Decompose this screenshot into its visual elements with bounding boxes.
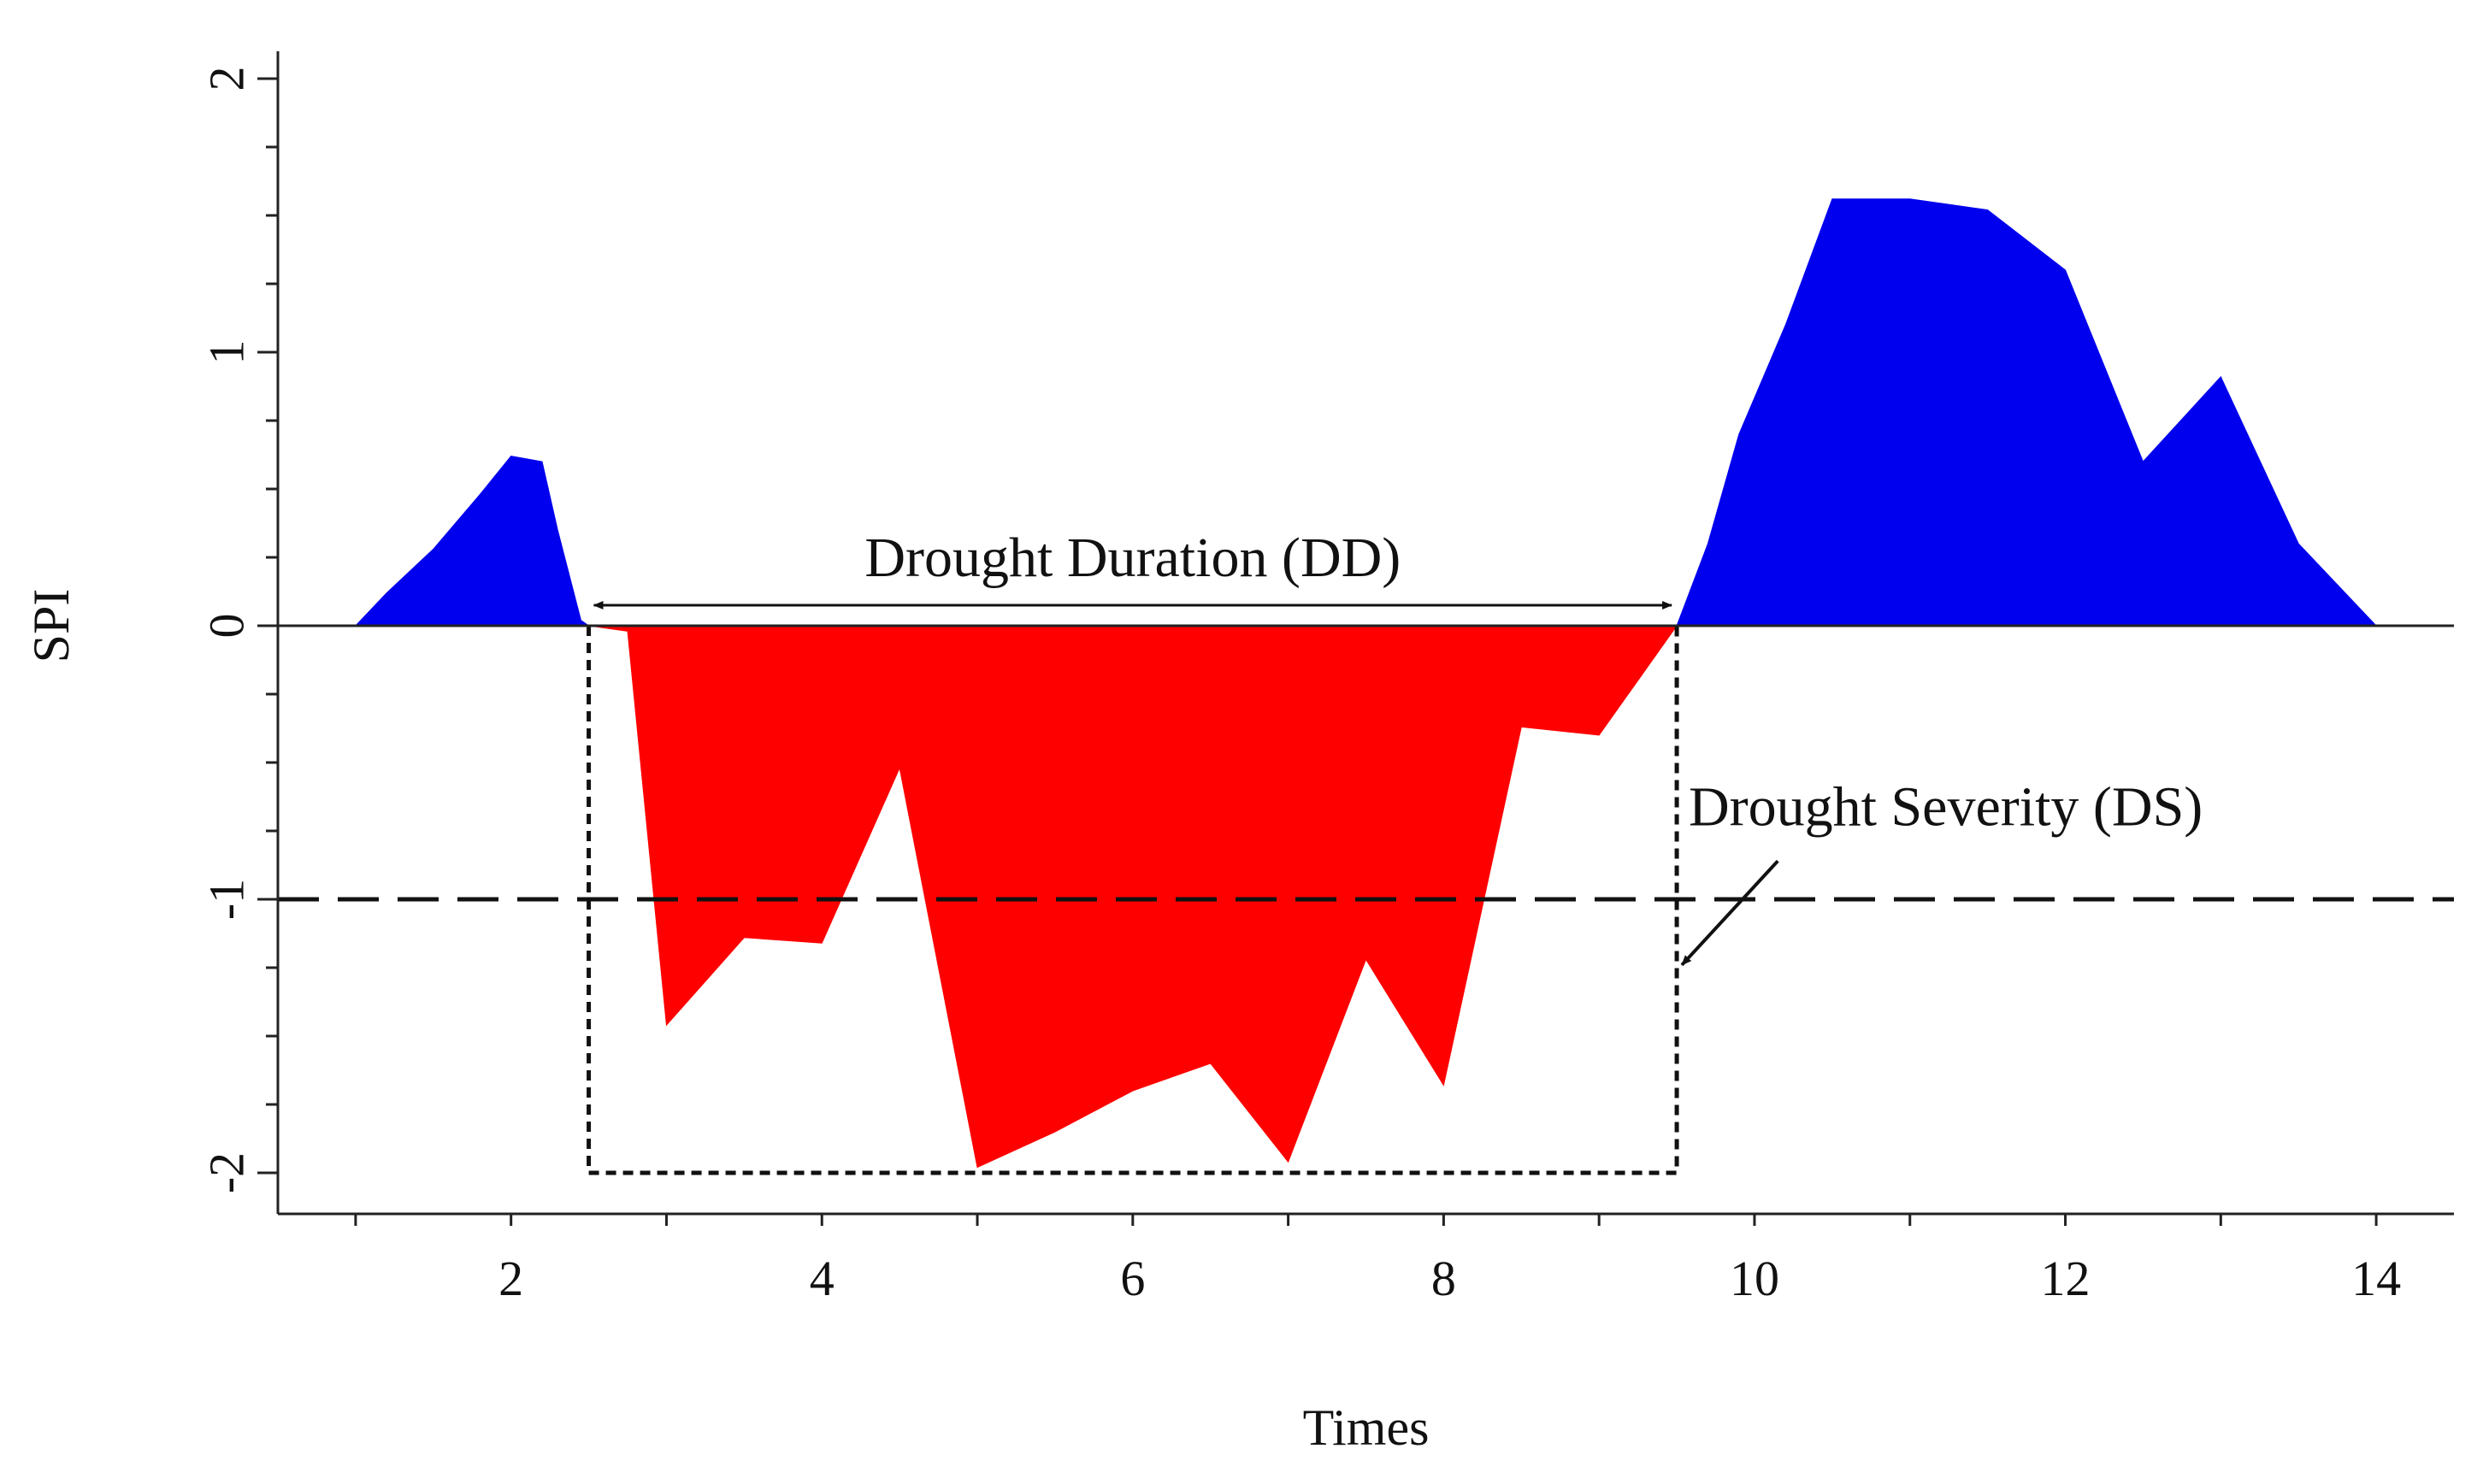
y-axis-ticks: -2 -1 0 1 2 [199,67,278,1193]
x-axis-title: Times [1303,1399,1430,1456]
x-tick-label-2: 2 [498,1251,523,1306]
y-tick-label-2: 2 [199,67,255,91]
drought-duration-label: Drought Duration (DD) [864,527,1401,589]
x-tick-label-10: 10 [1730,1251,1779,1306]
wet-area-0 [354,456,591,627]
drought-severity-label: Drought Severity (DS) [1689,776,2203,839]
y-tick-label--1: -1 [199,879,255,920]
x-tick-label-4: 4 [810,1251,835,1306]
drought-event-box [587,626,1679,1175]
drought-severity-arrow [1680,859,1779,967]
drought-area-1 [588,625,1678,1169]
x-tick-label-12: 12 [2041,1251,2091,1306]
y-tick-label-1: 1 [199,340,255,365]
x-tick-label-14: 14 [2351,1251,2401,1306]
y-tick-label-0: 0 [199,614,255,639]
wet-area-2 [1676,198,2378,627]
y-axis-title: SPI [23,589,80,663]
x-tick-label-8: 8 [1431,1251,1456,1306]
spi-area-group [354,198,2378,1169]
x-tick-label-6: 6 [1120,1251,1145,1306]
y-tick-label--2: -2 [199,1152,255,1193]
annotation-lines-group [278,601,2454,1175]
x-axis-ticks: 2 4 6 8 10 12 14 [354,1214,2401,1306]
